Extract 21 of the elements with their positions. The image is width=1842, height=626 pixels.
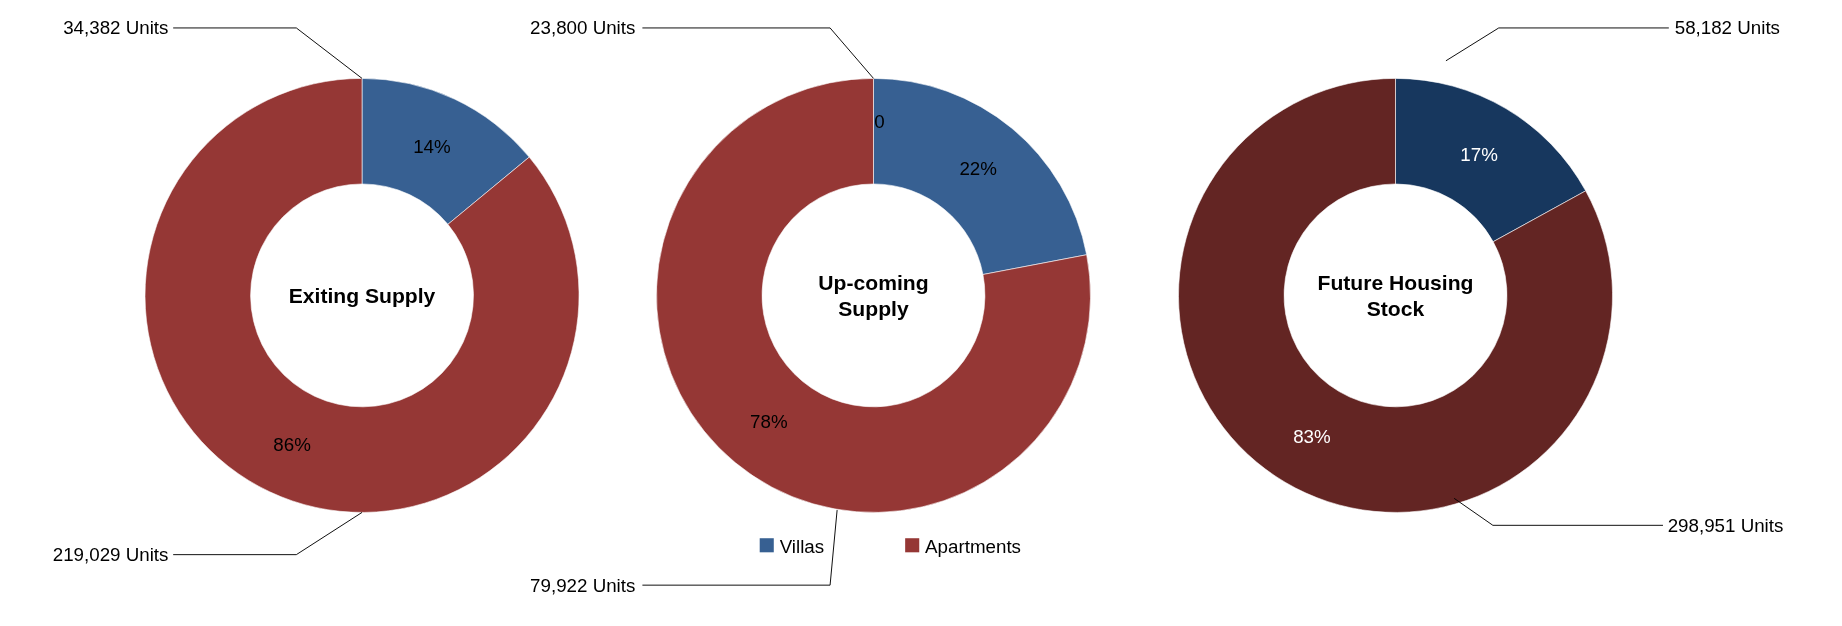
data-label: 86% — [273, 433, 311, 455]
text: Up-coming Supply — [818, 271, 929, 320]
text: 0 — [874, 111, 885, 133]
text: 298,951 Units — [1667, 514, 1784, 536]
text: 58,182 Units — [1674, 17, 1780, 39]
donut-slice — [1178, 78, 1613, 513]
legend-label: Apartments — [925, 535, 1021, 557]
text: 34,382 Units — [63, 17, 169, 39]
data-label: 78% — [750, 411, 788, 433]
legend-label: Villas — [779, 535, 825, 557]
text: 79,922 Units — [530, 574, 636, 596]
text: Future Housing Stock — [1317, 271, 1474, 320]
text: 219,029 Units — [52, 544, 169, 566]
data-label: 14% — [413, 136, 451, 158]
data-label: 83% — [1293, 426, 1331, 448]
text: Exiting Supply — [288, 283, 436, 307]
data-label: 22% — [959, 158, 997, 180]
donut-slice — [656, 78, 1091, 513]
data-label: 17% — [1460, 143, 1498, 165]
donut-slice — [144, 78, 580, 513]
text: 23,800 Units — [530, 17, 636, 39]
